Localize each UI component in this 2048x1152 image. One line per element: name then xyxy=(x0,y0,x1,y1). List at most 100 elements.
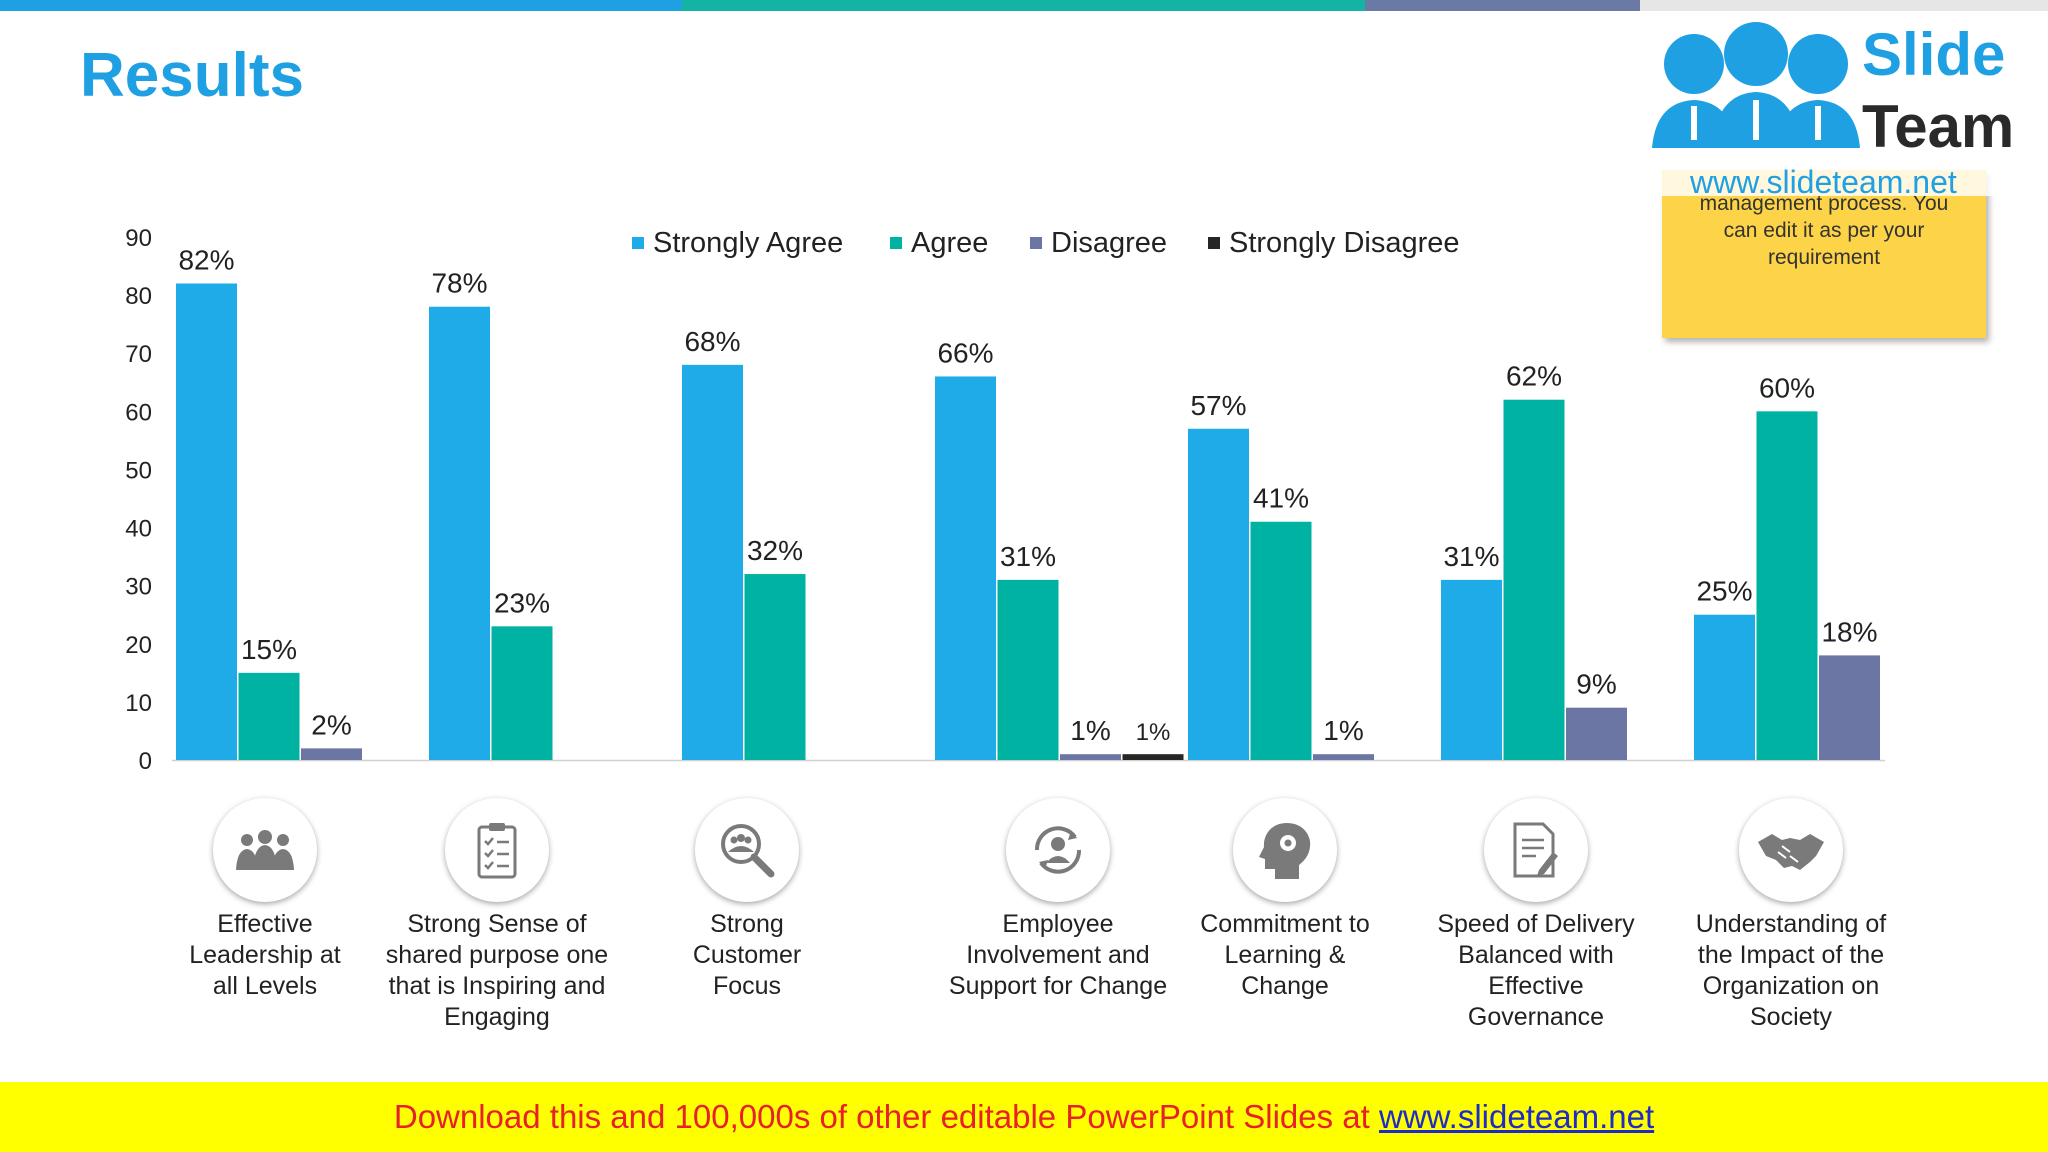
data-label: 62% xyxy=(1506,361,1562,392)
note-line: can edit it as per your xyxy=(1723,219,1925,242)
category-label: Commitment to Learning & Change xyxy=(1165,909,1405,1002)
category-label: Understanding of the Impact of the Organiz… xyxy=(1671,909,1911,1033)
leadership-team-icon xyxy=(213,798,317,902)
data-label: 31% xyxy=(1443,541,1499,572)
footer-text: Download this and 100,000s of other edit… xyxy=(0,1098,2048,1136)
bar xyxy=(1060,754,1121,760)
y-tick-label: 20 xyxy=(125,632,152,659)
category-label: Effective Leadership at all Levels xyxy=(145,909,385,1002)
category-label-line: Change xyxy=(1241,972,1329,1000)
bar xyxy=(1313,754,1374,760)
category-label-line: the Impact of the xyxy=(1697,941,1885,969)
y-tick-label: 0 xyxy=(139,748,152,775)
category-label: Employee Involvement and Support for Chang… xyxy=(938,909,1178,1002)
data-label: 78% xyxy=(431,268,487,299)
category-label-line: Learning & xyxy=(1224,941,1346,969)
bar xyxy=(176,283,237,760)
legend-swatch xyxy=(890,237,902,249)
top-accent-bar-3 xyxy=(1365,0,1640,11)
note-line: management process. You xyxy=(1699,192,1949,215)
bar xyxy=(1566,707,1627,760)
data-label: 1% xyxy=(1136,719,1171,746)
data-label: 2% xyxy=(311,709,351,740)
sticky-note-text: management process. You can edit it as p… xyxy=(1680,190,1968,271)
category-label-line: Strong xyxy=(710,910,784,938)
data-label: 68% xyxy=(684,326,740,357)
category-label: Strong Customer Focus xyxy=(627,909,867,1002)
y-tick-label: 70 xyxy=(125,341,152,368)
category-label-line: Leadership at xyxy=(189,941,341,969)
legend-swatch xyxy=(1030,237,1042,249)
category-label: Speed of Delivery Balanced with Effective G… xyxy=(1416,909,1656,1033)
category-label-line: Organization on xyxy=(1702,972,1880,1000)
handshake-icon xyxy=(1739,798,1843,902)
top-accent-bar-4 xyxy=(1640,0,2048,11)
category-label-line: Society xyxy=(1750,1003,1832,1031)
sticky-note: management process. You can edit it as p… xyxy=(1662,170,1986,338)
data-label: 41% xyxy=(1253,483,1309,514)
top-accent-bar-1 xyxy=(0,0,682,11)
data-label: 1% xyxy=(1070,715,1110,746)
person-cycle-icon xyxy=(1006,798,1110,902)
data-label: 1% xyxy=(1323,715,1363,746)
category-label-line: Focus xyxy=(712,972,782,1000)
footer-banner: Download this and 100,000s of other edit… xyxy=(0,1082,2048,1152)
category-label-line: Governance xyxy=(1467,1003,1605,1031)
bar xyxy=(301,748,362,760)
legend-swatch xyxy=(632,237,644,249)
logo-word-team: Team xyxy=(1862,93,2015,160)
note-line: requirement xyxy=(1767,246,1881,269)
logo-word-slide: Slide xyxy=(1862,21,2006,88)
category-label-line: Involvement and xyxy=(966,941,1150,969)
y-tick-label: 60 xyxy=(125,399,152,426)
category-label-line: Effective xyxy=(217,910,313,938)
footer-text-prefix: Download this and 100,000s of other edit… xyxy=(393,1098,1379,1135)
category-label-line: Understanding of xyxy=(1695,910,1887,938)
bar xyxy=(1250,521,1312,760)
category-label: Strong Sense of shared purpose one that is… xyxy=(377,909,617,1033)
legend-label: Agree xyxy=(911,227,988,259)
bar xyxy=(744,574,806,760)
clipboard-checklist-icon xyxy=(445,798,549,902)
y-tick-label: 50 xyxy=(125,457,152,484)
bar xyxy=(935,376,996,760)
category-label-line: Effective xyxy=(1488,972,1584,1000)
legend-label: Disagree xyxy=(1051,227,1167,259)
people-logo-icon xyxy=(1652,22,1860,148)
bar xyxy=(1441,579,1502,760)
category-label-line: that is Inspiring and xyxy=(388,972,606,1000)
bar xyxy=(1503,399,1565,760)
category-label-line: Commitment to xyxy=(1200,910,1370,938)
y-tick-label: 40 xyxy=(125,516,152,543)
bar xyxy=(1756,411,1818,760)
document-pen-icon xyxy=(1484,798,1588,902)
head-gears-icon xyxy=(1233,798,1337,902)
data-label: 18% xyxy=(1821,616,1877,647)
data-label: 57% xyxy=(1190,390,1246,421)
y-tick-label: 10 xyxy=(125,690,152,717)
category-label-line: Customer xyxy=(692,941,802,969)
legend-swatch xyxy=(1208,237,1220,249)
bar xyxy=(429,306,490,760)
magnifier-people-icon xyxy=(695,798,799,902)
legend-label: Strongly Disagree xyxy=(1229,227,1460,259)
bar xyxy=(1694,614,1755,760)
data-label: 31% xyxy=(1000,541,1056,572)
logo-url: www.slideteam.net xyxy=(1690,164,1957,200)
page-title: Results xyxy=(80,41,304,110)
data-label: 9% xyxy=(1576,669,1616,700)
category-label-line: all Levels xyxy=(212,972,318,1000)
category-label-line: Employee xyxy=(1002,910,1114,938)
y-tick-label: 80 xyxy=(125,283,152,310)
bar xyxy=(1188,428,1249,760)
y-tick-label: 30 xyxy=(125,574,152,601)
bar xyxy=(682,364,743,760)
category-label-line: Balanced with xyxy=(1458,941,1614,969)
bar xyxy=(491,626,553,760)
category-label-line: Speed of Delivery xyxy=(1437,910,1635,938)
slideteam-logo: Slide Team www.slideteam.net xyxy=(1640,12,2036,200)
bar xyxy=(238,672,300,760)
data-label: 32% xyxy=(747,535,803,566)
footer-link[interactable]: www.slideteam.net xyxy=(1379,1098,1655,1135)
category-label-line: Support for Change xyxy=(948,972,1168,1000)
